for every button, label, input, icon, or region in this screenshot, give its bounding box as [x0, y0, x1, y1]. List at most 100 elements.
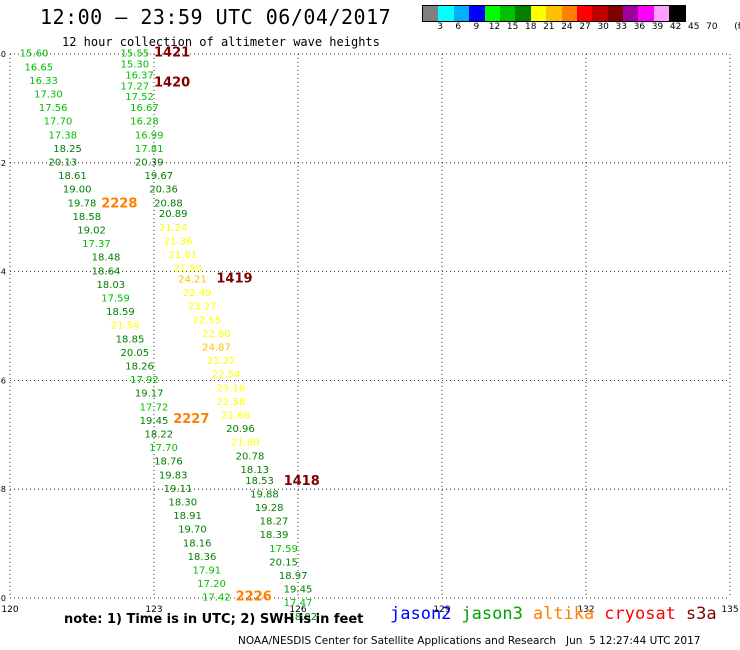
swh-value-label: 16.65	[24, 62, 53, 73]
swh-value-label: 16.33	[29, 76, 58, 87]
swh-value-label: 17.72	[140, 402, 169, 413]
swh-value-label: 17.70	[149, 443, 178, 454]
swh-value-label: 20.36	[149, 185, 178, 196]
legend-level-label: 30	[597, 22, 609, 32]
swh-value-label: 18.48	[92, 253, 121, 264]
swh-value-label: 22.49	[183, 288, 212, 299]
swh-value-label: 21.24	[159, 223, 188, 234]
swh-value-label: 19.28	[255, 503, 284, 514]
legend-swatch	[484, 6, 500, 21]
time-label: 1418	[284, 474, 320, 489]
lon-tick-label: 135	[721, 605, 738, 615]
swh-value-label: 18.53	[245, 476, 274, 487]
satellite-s3a: s3a	[685, 604, 717, 624]
swh-value-label: 20.78	[236, 451, 265, 462]
swh-value-label: 19.45	[284, 585, 313, 596]
swh-value-label: 19.83	[159, 470, 188, 481]
swh-value-label: 21.53	[173, 264, 202, 275]
swh-value-label: 17.59	[269, 544, 298, 555]
swh-value-label: 21.36	[164, 236, 193, 247]
map-title: 12:00 – 23:59 UTC 06/04/2017	[40, 5, 392, 29]
lon-tick-label: 132	[577, 605, 594, 615]
swh-value-label: 17.91	[192, 566, 221, 577]
swh-value-label: 18.03	[96, 280, 125, 291]
legend-level-label: 12	[488, 22, 501, 32]
time-label: 2227	[173, 412, 209, 427]
swh-value-label: 18.58	[72, 212, 101, 223]
swh-value-label: 18.91	[173, 511, 202, 522]
swh-value-label: 18.25	[53, 144, 82, 155]
swh-value-label: 18.36	[188, 552, 217, 563]
legend-level-label: 18	[524, 22, 537, 32]
swh-value-label: 21.54	[111, 321, 140, 332]
swh-value-label: 20.88	[154, 198, 183, 209]
swh-value-label: 18.27	[260, 517, 289, 528]
legend-level-label: 33	[615, 22, 628, 32]
legend-level-label: 45	[688, 22, 700, 32]
legend-swatch	[592, 6, 608, 21]
lat-tick-label: -40	[0, 50, 6, 59]
swh-value-label: 17.42	[202, 593, 231, 604]
swh-value-label: 22.58	[216, 397, 245, 408]
legend-swatch	[438, 6, 454, 21]
legend-level-label: 42	[669, 22, 682, 32]
swh-value-label: 21.81	[168, 250, 197, 261]
swh-value-label: 17.38	[48, 130, 77, 141]
legend-swatch	[423, 6, 439, 21]
swh-value-label: 18.97	[279, 571, 308, 582]
swh-value-label: 17.81	[135, 144, 164, 155]
swh-value-label: 17.52	[125, 92, 154, 103]
legend-level-label: 36	[633, 22, 646, 32]
credit-line: NOAA/NESDIS Center for Satellite Applica…	[238, 635, 701, 647]
swh-value-label: 24.87	[202, 342, 231, 353]
lat-tick-label: -46	[0, 376, 6, 385]
swh-value-label: 19.00	[63, 185, 92, 196]
legend-level-label: 3	[437, 22, 443, 32]
lat-tick-label: -50	[0, 594, 6, 603]
swh-value-label: 19.67	[144, 171, 173, 182]
swh-value-label: 20.96	[226, 424, 255, 435]
swh-value-label: 17.37	[82, 239, 111, 250]
swh-value-label: 17.20	[197, 579, 226, 590]
swh-value-label: 17.47	[284, 598, 313, 609]
legend-level-label: 6	[455, 22, 462, 32]
swh-value-label: 16.37	[125, 70, 154, 81]
time-label: 1421	[154, 46, 190, 61]
swh-value-label: 19.02	[77, 226, 106, 237]
legend-swatch	[469, 6, 485, 21]
legend-level-label: 39	[651, 22, 664, 32]
time-label: 2226	[236, 590, 272, 605]
swh-value-label: 20.15	[269, 557, 298, 568]
legend-swatch	[576, 6, 593, 21]
swh-value-label: 20.05	[120, 348, 149, 359]
lon-tick-label: 123	[145, 605, 162, 615]
swh-value-label: 18.26	[125, 362, 154, 373]
swh-value-label: 19.11	[164, 484, 193, 495]
legend-level-label: 70	[706, 22, 718, 32]
legend-swatch	[638, 6, 654, 21]
swh-value-label: 18.76	[154, 457, 183, 468]
swh-value-label: 17.27	[120, 81, 149, 92]
legend-swatch	[530, 6, 547, 21]
swh-value-label: 19.17	[135, 389, 164, 400]
swh-value-label: 17.56	[39, 103, 68, 114]
legend-swatch	[499, 6, 516, 21]
lon-tick-label: 129	[433, 605, 450, 615]
legend-swatch	[515, 6, 531, 21]
swh-value-label: 21.68	[221, 410, 250, 421]
swh-value-label: 23.27	[188, 302, 217, 313]
swh-value-label: 19.88	[250, 489, 279, 500]
lat-tick-label: -42	[0, 159, 6, 168]
swh-value-label: 20.13	[48, 158, 77, 169]
swh-value-label: 15.55	[120, 49, 149, 60]
swh-value-label: 22.54	[212, 370, 241, 381]
swh-value-label: 17.70	[44, 117, 73, 128]
legend-level-label: 24	[561, 22, 573, 32]
swh-value-label: 19.78	[68, 198, 97, 209]
swh-value-label: 19.45	[140, 416, 169, 427]
legend-unit-label: (ft)	[734, 22, 740, 32]
legend-level-label: 21	[543, 22, 555, 32]
swh-value-label: 18.22	[144, 430, 173, 441]
